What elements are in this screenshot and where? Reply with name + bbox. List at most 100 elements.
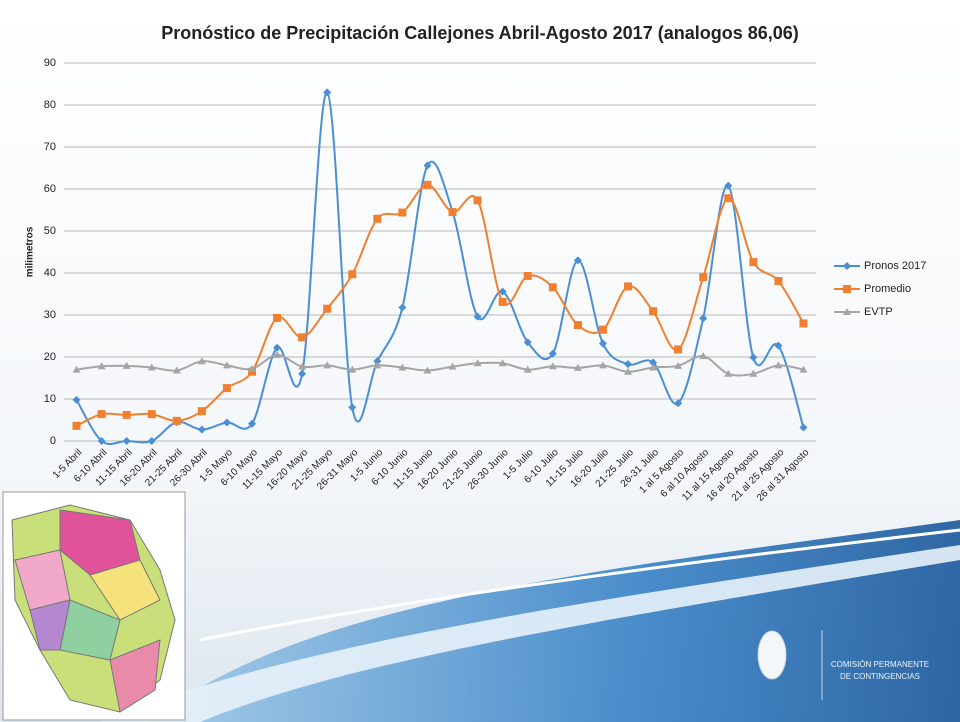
marker xyxy=(523,271,532,280)
marker xyxy=(423,180,432,189)
marker xyxy=(598,339,607,348)
marker xyxy=(523,338,532,347)
marker xyxy=(273,350,282,358)
y-tick-label: 70 xyxy=(44,141,56,153)
marker xyxy=(799,319,808,328)
marker xyxy=(298,333,307,342)
marker xyxy=(624,367,632,375)
marker xyxy=(598,325,607,334)
y-axis-label: milimetros xyxy=(25,226,36,277)
marker xyxy=(699,273,708,282)
marker xyxy=(774,341,783,350)
marker xyxy=(573,363,582,371)
marker xyxy=(72,421,81,430)
marker xyxy=(273,343,282,352)
marker xyxy=(398,208,407,217)
marker xyxy=(473,359,482,367)
marker xyxy=(222,418,231,427)
marker xyxy=(523,365,532,373)
marker xyxy=(147,437,156,445)
legend-marker xyxy=(843,262,851,270)
marker xyxy=(122,410,131,419)
chart-title: Pronóstico de Precipitación Callejones A… xyxy=(161,23,799,43)
marker xyxy=(674,345,683,354)
marker xyxy=(298,362,307,370)
marker xyxy=(649,363,658,371)
marker xyxy=(624,282,632,291)
marker xyxy=(273,313,282,322)
marker xyxy=(448,362,457,370)
legend-marker xyxy=(843,285,851,293)
marker xyxy=(172,416,181,425)
swoosh-line xyxy=(199,528,960,642)
marker xyxy=(323,88,332,97)
marker xyxy=(649,358,658,367)
legend-label: EVTP xyxy=(864,306,893,318)
marker xyxy=(699,352,708,360)
marker xyxy=(323,361,332,369)
marker xyxy=(348,270,357,279)
map xyxy=(2,491,186,721)
y-tick-label: 60 xyxy=(44,183,56,195)
marker xyxy=(674,399,683,408)
marker xyxy=(799,365,808,373)
marker xyxy=(473,312,482,321)
logo-text: DE CONTINGENCIAS xyxy=(840,672,920,681)
marker xyxy=(548,283,557,292)
marker xyxy=(248,364,256,372)
legend-label: Promedio xyxy=(864,283,911,295)
marker xyxy=(423,366,432,374)
y-tick-label: 90 xyxy=(44,57,56,69)
marker xyxy=(348,403,357,412)
marker xyxy=(97,437,106,445)
logo: COMISIÓN PERMANENTE DE CONTINGENCIAS xyxy=(757,630,929,700)
marker xyxy=(498,287,507,296)
marker xyxy=(298,369,307,378)
y-tick-label: 10 xyxy=(44,393,56,405)
marker xyxy=(248,419,256,428)
marker xyxy=(147,410,156,419)
marker xyxy=(122,361,131,369)
marker xyxy=(799,423,808,432)
legend-label: Pronos 2017 xyxy=(864,260,926,272)
marker xyxy=(97,410,106,419)
marker xyxy=(774,361,783,369)
marker xyxy=(498,359,507,367)
marker xyxy=(197,407,206,416)
y-tick-label: 80 xyxy=(44,99,56,111)
marker xyxy=(72,365,81,373)
marker xyxy=(373,214,382,223)
marker xyxy=(774,276,783,285)
marker xyxy=(749,353,758,362)
marker xyxy=(624,360,632,369)
marker xyxy=(147,363,156,371)
marker xyxy=(373,361,382,369)
marker xyxy=(172,366,181,374)
legend-marker xyxy=(843,308,851,315)
marker xyxy=(724,194,733,203)
marker xyxy=(649,307,658,316)
marker xyxy=(498,297,507,306)
marker xyxy=(548,362,557,370)
marker xyxy=(573,256,582,265)
marker xyxy=(197,425,206,434)
marker xyxy=(749,258,758,267)
marker xyxy=(197,357,206,365)
y-tick-label: 20 xyxy=(44,351,56,363)
marker xyxy=(423,161,432,170)
marker xyxy=(674,361,683,369)
marker xyxy=(699,314,708,323)
marker xyxy=(724,181,733,190)
marker xyxy=(448,208,457,217)
logo-text: COMISIÓN PERMANENTE xyxy=(831,660,929,669)
swoosh-light xyxy=(100,545,960,722)
marker xyxy=(548,349,557,358)
marker xyxy=(398,303,407,312)
y-tick-label: 50 xyxy=(44,225,56,237)
y-tick-label: 30 xyxy=(44,309,56,321)
marker xyxy=(398,363,407,371)
marker xyxy=(573,321,582,330)
marker xyxy=(222,384,231,393)
marker xyxy=(598,361,607,369)
